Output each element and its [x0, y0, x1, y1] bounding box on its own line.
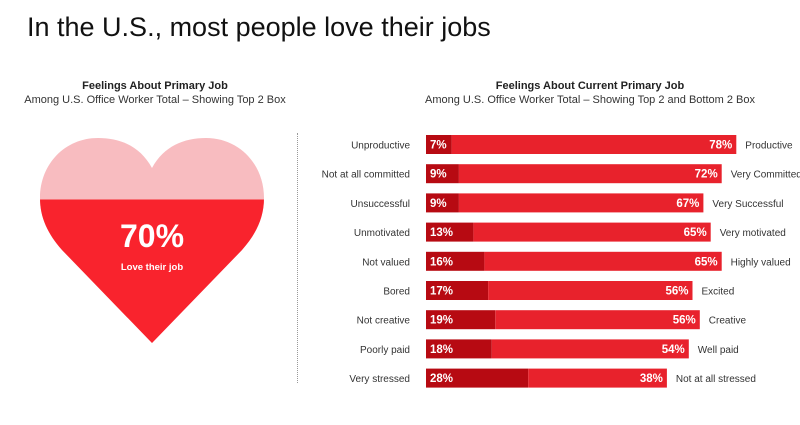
bottom2-value-label: 18%: [430, 344, 453, 356]
bar-row: Not valued 16% 65% Highly valued: [362, 251, 791, 271]
positive-label: Very Successful: [712, 199, 783, 210]
positive-label: Excited: [702, 287, 735, 298]
top2-bar: [491, 339, 689, 359]
top2-bar: [495, 310, 700, 330]
bottom2-bar: [426, 193, 459, 213]
bar-row: Poorly paid 18% 54% Well paid: [360, 339, 739, 359]
top2-bar: [458, 193, 704, 213]
positive-label: Productive: [745, 141, 793, 152]
bar-row: Not creative 19% 56% Creative: [357, 310, 747, 330]
section-divider: [297, 133, 298, 383]
negative-label: Not at all committed: [322, 170, 410, 181]
positive-label: Very Committed: [731, 170, 800, 181]
bar-row: Unproductive 7% 78% Productive: [351, 135, 793, 154]
top2-value-label: 38%: [640, 373, 663, 385]
bottom2-value-label: 13%: [430, 227, 453, 239]
positive-label: Not at all stressed: [676, 374, 756, 385]
bar-row: Very stressed 28% 38% Not at all stressed: [349, 368, 756, 388]
bar-row: Unsuccessful 9% 67% Very Successful: [351, 193, 784, 213]
bar-row: Bored 17% 56% Excited: [383, 281, 734, 300]
heart-chart-subtitle: Among U.S. Office Worker Total – Showing…: [24, 94, 286, 106]
top2-bar: [458, 164, 722, 184]
heart-chart-title: Feelings About Primary Job: [82, 80, 228, 92]
bottom2-bar: [426, 310, 496, 330]
page-title: In the U.S., most people love their jobs: [27, 12, 491, 42]
bottom2-value-label: 9%: [430, 169, 447, 181]
bar-chart-subtitle: Among U.S. Office Worker Total – Showing…: [425, 94, 755, 106]
bottom2-bar: [426, 251, 485, 271]
positive-label: Well paid: [698, 345, 739, 356]
top2-bar: [488, 281, 693, 300]
bar-chart-header: Feelings About Current Primary Job Among…: [420, 80, 760, 106]
bottom2-value-label: 19%: [430, 315, 453, 327]
negative-label: Bored: [383, 287, 410, 298]
top2-value-label: 65%: [695, 256, 718, 268]
bottom2-value-label: 16%: [430, 256, 453, 268]
positive-label: Very motivated: [720, 228, 786, 239]
negative-label: Not valued: [362, 257, 410, 268]
top2-bar: [484, 251, 722, 271]
bottom2-bar: [426, 222, 474, 242]
heart-value-label: 70%: [119, 218, 185, 254]
top2-value-label: 65%: [684, 227, 707, 239]
top2-value-label: 67%: [676, 198, 699, 210]
negative-label: Not creative: [357, 316, 411, 327]
top2-value-label: 54%: [662, 344, 685, 356]
top2-bar: [528, 368, 667, 388]
bottom2-bar: [426, 281, 488, 300]
bar-chart-title: Feelings About Current Primary Job: [495, 80, 685, 92]
top2-value-label: 78%: [709, 140, 732, 152]
negative-label: Poorly paid: [360, 345, 410, 356]
bar-row: Unmotivated 13% 65% Very motivated: [354, 222, 786, 242]
bottom2-value-label: 28%: [430, 373, 453, 385]
top2-value-label: 56%: [673, 315, 696, 327]
top2-value-label: 72%: [695, 169, 718, 181]
heart-chart: [40, 138, 264, 343]
positive-label: Creative: [709, 316, 747, 327]
top2-bar: [473, 222, 711, 242]
heart-chart-header: Feelings About Primary Job Among U.S. Of…: [20, 80, 290, 106]
negative-label: Unproductive: [351, 141, 410, 152]
negative-label: Unmotivated: [354, 228, 410, 239]
bottom2-bar: [426, 135, 452, 154]
bar-row: Not at all committed 9% 72% Very Committed: [322, 164, 800, 184]
bottom2-value-label: 7%: [430, 140, 447, 152]
top2-value-label: 56%: [665, 286, 688, 298]
bottom2-bar: [426, 164, 459, 184]
top2-bar: [451, 135, 737, 154]
bottom2-bar: [426, 368, 529, 388]
bottom2-value-label: 17%: [430, 286, 453, 298]
bottom2-bar: [426, 339, 492, 359]
heart-caption: Love their job: [120, 262, 184, 273]
negative-label: Very stressed: [349, 374, 410, 385]
positive-label: Highly valued: [731, 257, 791, 268]
negative-label: Unsuccessful: [351, 199, 410, 210]
bottom2-value-label: 9%: [430, 198, 447, 210]
